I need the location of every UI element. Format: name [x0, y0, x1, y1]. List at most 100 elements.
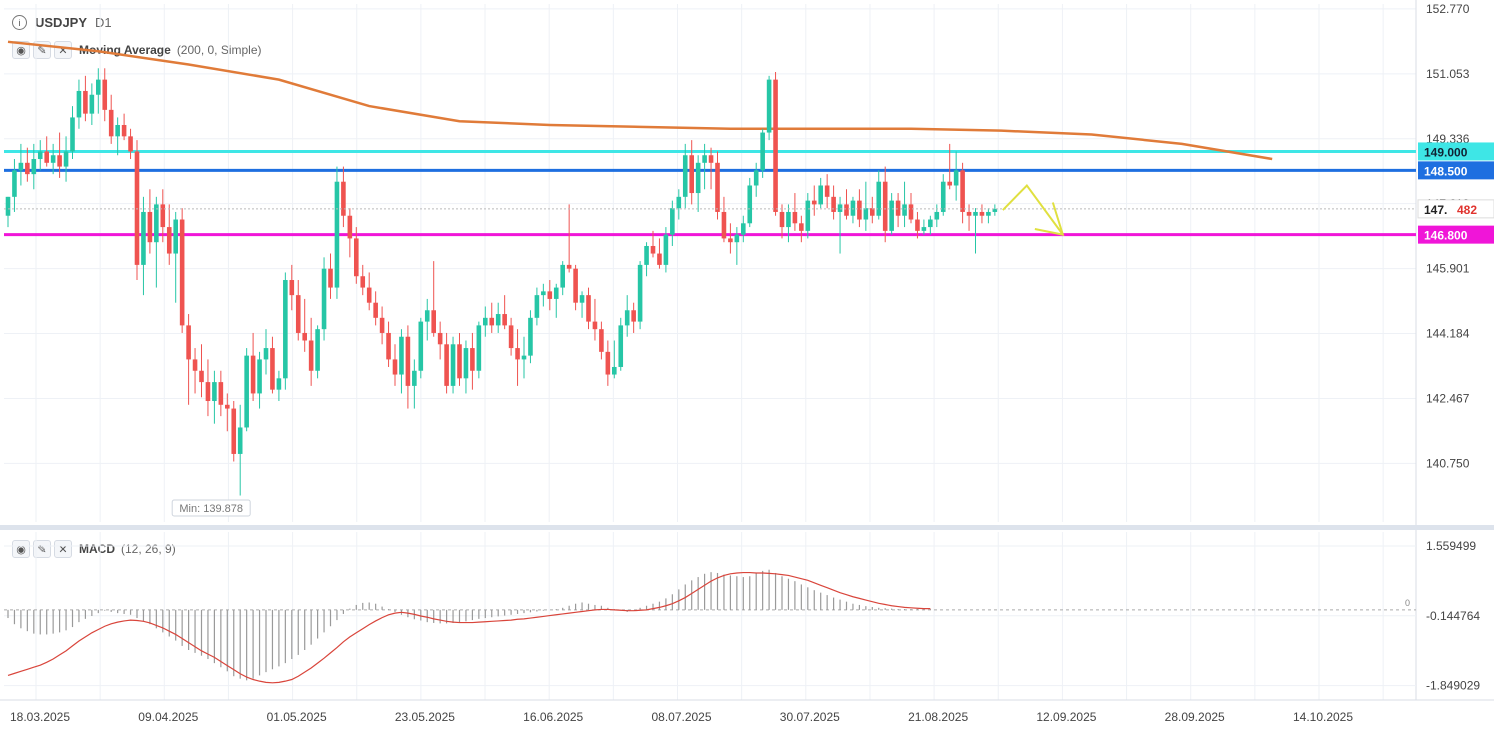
candle-body [199, 370, 204, 383]
candle-body [786, 211, 791, 228]
candle-body [547, 291, 553, 299]
candle-body [734, 234, 740, 243]
candle-body [444, 344, 449, 386]
candle-body [128, 136, 133, 152]
candle-body [921, 227, 927, 231]
candle-body [63, 151, 69, 167]
candle-body [799, 223, 804, 231]
chart-title: i USDJPY D1 [12, 15, 112, 30]
candle-body [450, 344, 456, 386]
candle-body [895, 200, 901, 216]
candle-body [973, 211, 978, 216]
candle-body [37, 151, 43, 160]
candle-body [928, 219, 933, 228]
candle-body [373, 302, 378, 318]
close-icon[interactable]: ✕ [54, 540, 72, 558]
candle-body [805, 200, 811, 231]
price-tick-label: 145.901 [1426, 262, 1470, 276]
candle-body [560, 264, 565, 288]
candle-body [599, 329, 604, 352]
candle-body [270, 348, 275, 390]
candle-body [328, 268, 333, 288]
candle-body [586, 295, 591, 322]
candle-body [379, 317, 385, 333]
candle-body [760, 132, 765, 171]
candle-body [534, 295, 540, 318]
candle-body [5, 196, 11, 216]
date-tick-label: 21.08.2025 [908, 710, 968, 724]
candle-body [295, 295, 301, 333]
candle-body [44, 151, 49, 163]
date-tick-label: 14.10.2025 [1293, 710, 1353, 724]
candle-body [354, 238, 359, 277]
date-tick-label: 23.05.2025 [395, 710, 455, 724]
price-tick-label: 151.053 [1426, 67, 1470, 81]
candle-body [347, 215, 353, 239]
candle-body [244, 355, 249, 428]
candle-body [334, 181, 340, 288]
macd-tick-label: -1.849029 [1426, 679, 1480, 693]
close-icon[interactable]: ✕ [54, 41, 72, 59]
candle-body [315, 329, 320, 371]
price-tick-label: 149.336 [1426, 132, 1470, 146]
candle-body [682, 155, 688, 197]
candle-body [231, 408, 237, 454]
candle-body [863, 208, 869, 220]
candle-body [495, 314, 501, 326]
candle-body [515, 348, 520, 360]
candle-body [250, 355, 256, 394]
candle-body [366, 287, 372, 303]
candle-body [83, 90, 88, 114]
candle-body [818, 185, 823, 205]
candle-body [992, 208, 998, 212]
candle-body [289, 280, 295, 296]
candle-body [276, 378, 282, 390]
candle-body [134, 151, 140, 265]
info-icon[interactable]: i [12, 15, 27, 30]
candle-body [173, 219, 178, 254]
candle-body [437, 332, 443, 345]
forecast-arrow-head [1034, 202, 1065, 236]
candle-body [689, 155, 694, 194]
candle-body [57, 155, 62, 167]
candle-body [631, 310, 636, 322]
candle-body [283, 280, 288, 379]
candle-body [637, 264, 643, 322]
candle-body [753, 170, 759, 186]
current-price-tag [1417, 199, 1494, 219]
candle-body [811, 200, 817, 205]
wrench-icon[interactable]: ✎ [33, 540, 51, 558]
candle-body [405, 336, 411, 386]
ma-indicator-name: Moving Average [79, 43, 171, 57]
candle-body [612, 366, 617, 375]
candle-body [934, 211, 940, 220]
candle-body [205, 382, 211, 402]
candle-body [831, 196, 836, 212]
candle-body [528, 317, 533, 356]
candle-body [31, 159, 37, 175]
candle-body [889, 200, 894, 231]
candle-body [966, 211, 972, 216]
candle-body [463, 348, 469, 379]
candle-body [18, 162, 24, 171]
candle-body [321, 268, 327, 330]
candle-body [424, 310, 430, 322]
candle-body [521, 355, 527, 360]
candle-body [741, 223, 746, 235]
candle-body [386, 332, 391, 360]
eye-icon[interactable]: ◉ [12, 41, 30, 59]
candle-body [302, 332, 307, 341]
candle-body [179, 219, 185, 326]
current-price-label-tail: 482 [1457, 203, 1477, 217]
macd-tick-label: 1.559499 [1426, 539, 1476, 553]
candle-body [541, 291, 546, 296]
macd-signal-line [7, 571, 931, 684]
moving-average-line [7, 40, 1273, 161]
candle-body [979, 211, 985, 216]
date-tick-label: 12.09.2025 [1036, 710, 1096, 724]
candle-body [360, 276, 366, 288]
eye-icon[interactable]: ◉ [12, 540, 30, 558]
candle-body [747, 185, 753, 224]
candle-body [12, 170, 17, 197]
